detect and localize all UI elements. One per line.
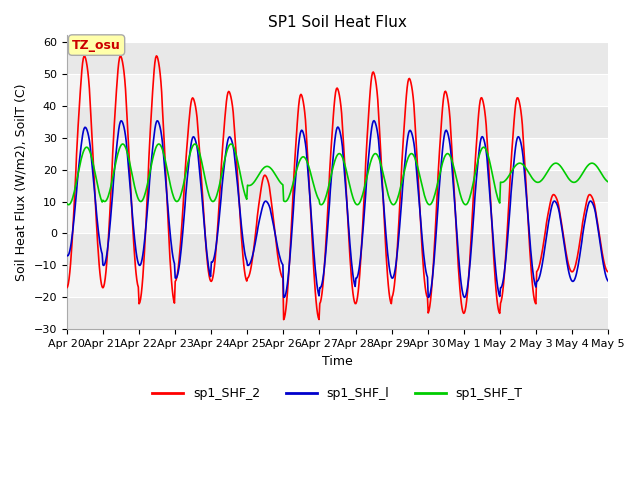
- sp1_SHF_2: [405, 76, 413, 82]
- sp1_SHF_l: [129, 211, 136, 216]
- Bar: [67, 202, 608, 233]
- Bar: [67, 265, 608, 298]
- Bar: [67, 74, 608, 106]
- sp1_SHF_2: [420, 277, 428, 283]
- Bar: [67, 138, 608, 169]
- sp1_SHF_l: [63, 252, 70, 258]
- sp1_SHF_T: [317, 202, 325, 207]
- sp1_SHF_l: [370, 118, 378, 123]
- sp1_SHF_T: [604, 179, 612, 185]
- Bar: [67, 298, 608, 329]
- sp1_SHF_l: [420, 252, 428, 257]
- sp1_SHF_T: [405, 154, 413, 159]
- sp1_SHF_l: [604, 278, 612, 284]
- X-axis label: Time: Time: [322, 355, 353, 368]
- Title: SP1 Soil Heat Flux: SP1 Soil Heat Flux: [268, 15, 407, 30]
- sp1_SHF_T: [212, 195, 220, 201]
- Line: sp1_SHF_l: sp1_SHF_l: [67, 120, 608, 298]
- sp1_SHF_l: [404, 133, 412, 139]
- sp1_SHF_T: [129, 173, 136, 179]
- sp1_SHF_l: [73, 189, 81, 194]
- Line: sp1_SHF_T: sp1_SHF_T: [67, 144, 608, 204]
- Bar: [67, 233, 608, 265]
- sp1_SHF_l: [184, 175, 191, 181]
- Bar: [67, 169, 608, 202]
- sp1_SHF_2: [73, 151, 81, 157]
- Text: TZ_osu: TZ_osu: [72, 38, 121, 51]
- sp1_SHF_T: [63, 201, 70, 206]
- sp1_SHF_2: [212, 239, 220, 245]
- sp1_SHF_T: [420, 192, 428, 198]
- sp1_SHF_l: [461, 295, 468, 300]
- Legend: sp1_SHF_2, sp1_SHF_l, sp1_SHF_T: sp1_SHF_2, sp1_SHF_l, sp1_SHF_T: [147, 383, 528, 406]
- sp1_SHF_2: [129, 216, 136, 221]
- sp1_SHF_T: [227, 141, 235, 147]
- sp1_SHF_l: [212, 245, 220, 251]
- sp1_SHF_T: [73, 178, 81, 184]
- sp1_SHF_2: [604, 269, 612, 275]
- Bar: [67, 42, 608, 74]
- sp1_SHF_2: [280, 317, 287, 323]
- sp1_SHF_2: [184, 130, 192, 136]
- sp1_SHF_2: [63, 285, 70, 291]
- sp1_SHF_2: [152, 53, 160, 59]
- Line: sp1_SHF_2: sp1_SHF_2: [67, 56, 608, 320]
- sp1_SHF_T: [184, 163, 191, 169]
- Bar: [67, 106, 608, 138]
- Y-axis label: Soil Heat Flux (W/m2), SoilT (C): Soil Heat Flux (W/m2), SoilT (C): [15, 84, 28, 281]
